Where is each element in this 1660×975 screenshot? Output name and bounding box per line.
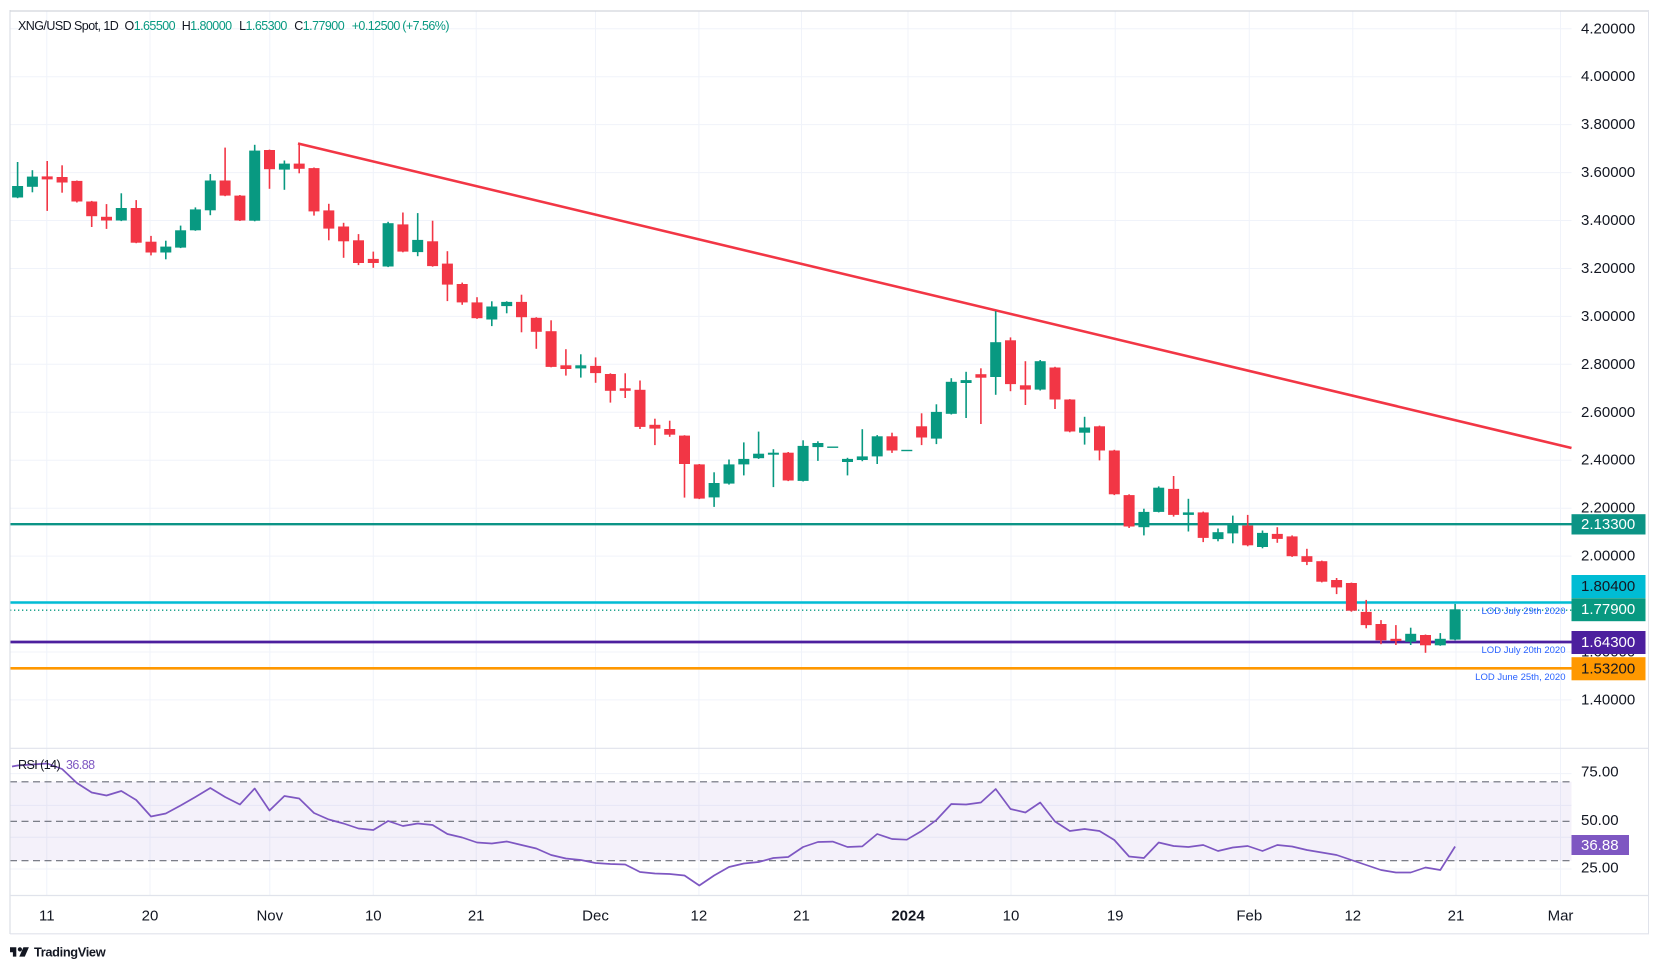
svg-text:4.20000: 4.20000 xyxy=(1581,20,1635,37)
svg-text:H1.80000: H1.80000 xyxy=(182,19,232,33)
svg-text:21: 21 xyxy=(468,907,485,924)
svg-text:+0.12500: +0.12500 xyxy=(352,19,401,33)
svg-text:L1.65300: L1.65300 xyxy=(239,19,287,33)
svg-text:11: 11 xyxy=(39,907,55,924)
svg-text:2.40000: 2.40000 xyxy=(1581,452,1635,469)
svg-text:3.00000: 3.00000 xyxy=(1581,308,1635,325)
svg-text:3.80000: 3.80000 xyxy=(1581,116,1635,133)
svg-text:1.53200: 1.53200 xyxy=(1581,660,1635,677)
svg-text:19: 19 xyxy=(1107,907,1124,924)
svg-text:3.20000: 3.20000 xyxy=(1581,260,1635,277)
svg-text:Dec: Dec xyxy=(582,907,609,924)
svg-text:3.40000: 3.40000 xyxy=(1581,212,1635,229)
svg-text:36.88: 36.88 xyxy=(1581,837,1619,854)
svg-text:10: 10 xyxy=(365,907,382,924)
svg-text:LOD July 20th 2020: LOD July 20th 2020 xyxy=(1482,645,1566,656)
svg-text:75.00: 75.00 xyxy=(1581,764,1619,781)
svg-text:1.80400: 1.80400 xyxy=(1581,578,1635,595)
svg-text:1.64300: 1.64300 xyxy=(1581,634,1635,651)
svg-text:TradingView: TradingView xyxy=(34,945,106,960)
svg-text:Nov: Nov xyxy=(256,907,283,924)
svg-text:25.00: 25.00 xyxy=(1581,859,1619,876)
svg-text:12: 12 xyxy=(691,907,708,924)
svg-text:4.00000: 4.00000 xyxy=(1581,68,1635,85)
svg-text:XNG/USD Spot, 1D: XNG/USD Spot, 1D xyxy=(18,19,119,33)
svg-text:RSI (14) 36.88: RSI (14) 36.88 xyxy=(18,758,95,772)
svg-text:2.80000: 2.80000 xyxy=(1581,356,1635,373)
svg-text:21: 21 xyxy=(793,907,810,924)
svg-text:2.13300: 2.13300 xyxy=(1581,516,1635,533)
svg-text:10: 10 xyxy=(1003,907,1020,924)
svg-text:C1.77900: C1.77900 xyxy=(294,19,344,33)
svg-text:2024: 2024 xyxy=(891,907,925,924)
svg-text:20: 20 xyxy=(142,907,159,924)
svg-text:2.20000: 2.20000 xyxy=(1581,500,1635,517)
svg-text:2.00000: 2.00000 xyxy=(1581,548,1635,565)
svg-text:Mar: Mar xyxy=(1548,907,1574,924)
svg-text:O1.65500: O1.65500 xyxy=(125,19,176,33)
svg-text:LOD July 29th 2020: LOD July 29th 2020 xyxy=(1482,606,1566,617)
svg-text:1.40000: 1.40000 xyxy=(1581,691,1635,708)
svg-text:2.60000: 2.60000 xyxy=(1581,404,1635,421)
svg-text:1.77900: 1.77900 xyxy=(1581,601,1635,618)
svg-text:50.00: 50.00 xyxy=(1581,812,1619,829)
svg-text:12: 12 xyxy=(1344,907,1361,924)
svg-text:21: 21 xyxy=(1448,907,1465,924)
svg-text:(+7.56%): (+7.56%) xyxy=(402,19,449,33)
svg-text:Feb: Feb xyxy=(1236,907,1262,924)
svg-text:3.60000: 3.60000 xyxy=(1581,164,1635,181)
svg-text:LOD June 25th, 2020: LOD June 25th, 2020 xyxy=(1475,672,1565,683)
